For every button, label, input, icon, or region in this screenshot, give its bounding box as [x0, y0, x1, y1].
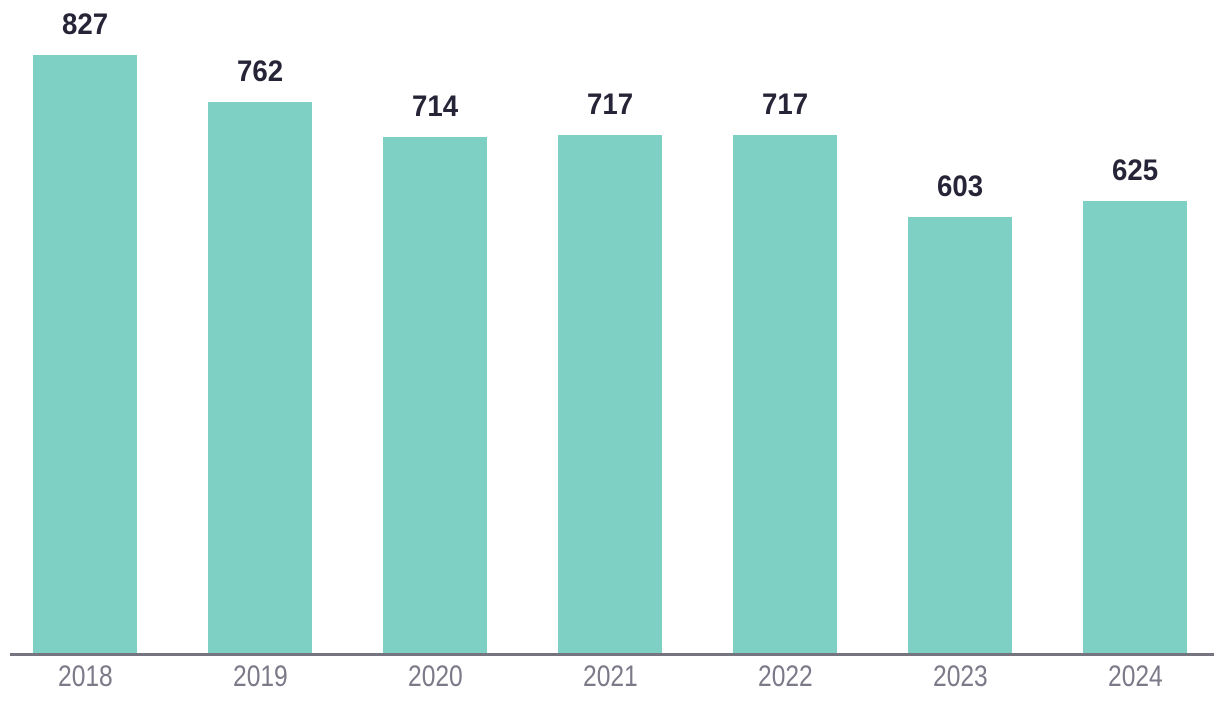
x-axis-labels: 2018 2019 2020 2021 2022 2023 2024: [33, 660, 1187, 695]
bar-value-label: 603: [936, 170, 984, 203]
bar-value-label: 714: [411, 90, 459, 123]
x-axis-tick-label-text: 2018: [57, 660, 113, 693]
bar-value-label: 762: [236, 55, 284, 88]
x-axis-tick-label: 2023: [908, 660, 1012, 695]
bar: [908, 217, 1012, 653]
x-axis-line: [10, 653, 1214, 656]
bar: [33, 55, 137, 653]
bar-group: 717: [733, 90, 837, 653]
x-axis-tick-label-text: 2019: [232, 660, 288, 693]
bar-group: 625: [1083, 156, 1187, 653]
x-axis-tick-label: 2024: [1083, 660, 1187, 695]
bar-value-label: 717: [586, 88, 634, 121]
bar-value-label: 625: [1111, 154, 1159, 187]
x-axis-tick-label-text: 2023: [932, 660, 988, 693]
bar-group: 827: [33, 10, 137, 653]
bar: [208, 102, 312, 653]
bar-group: 714: [383, 92, 487, 653]
x-axis-tick-label: 2018: [33, 660, 137, 695]
x-axis-tick-label-text: 2022: [757, 660, 813, 693]
x-axis-tick-label-text: 2020: [407, 660, 463, 693]
bar-group: 717: [558, 90, 662, 653]
bar: [383, 137, 487, 653]
x-axis-tick-label: 2020: [383, 660, 487, 695]
bar-value-label: 827: [61, 8, 109, 41]
bar: [733, 135, 837, 653]
x-axis-tick-label: 2019: [208, 660, 312, 695]
bar-group: 762: [208, 57, 312, 653]
x-axis-tick-label: 2021: [558, 660, 662, 695]
x-axis-tick-label-text: 2021: [582, 660, 638, 693]
x-axis-tick-label: 2022: [733, 660, 837, 695]
bar: [558, 135, 662, 653]
bar-group: 603: [908, 172, 1012, 653]
x-axis-tick-label-text: 2024: [1107, 660, 1163, 693]
bar: [1083, 201, 1187, 653]
bar-value-label: 717: [761, 88, 809, 121]
bars-area: 827 762 714 717 717 603 625: [33, 0, 1187, 653]
